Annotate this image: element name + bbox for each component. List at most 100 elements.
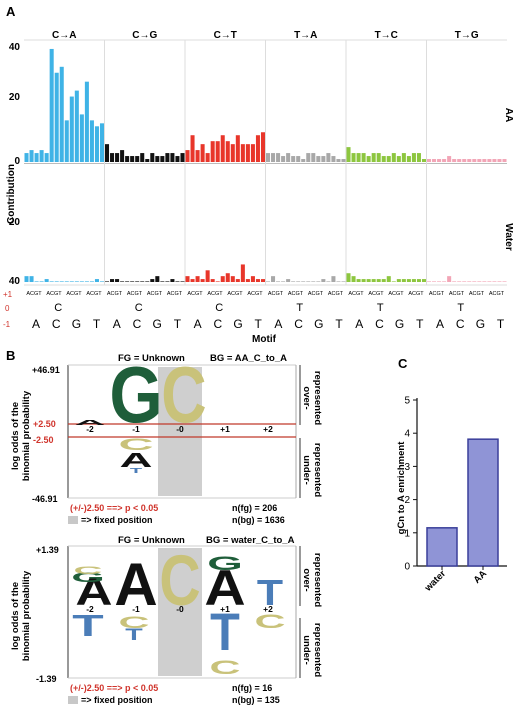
bar-water xyxy=(215,281,220,282)
flank-base-label: G xyxy=(233,317,242,331)
enrichment-bar-chart: gCn to A enrichment 0 1 2 3 4 5 water AA xyxy=(396,396,507,594)
base-tick-label: ACGT xyxy=(147,291,163,297)
bar-aa xyxy=(99,123,104,162)
mutation-type-label: T→C xyxy=(375,30,398,41)
bar-aa xyxy=(44,153,49,162)
bar-aa xyxy=(165,153,170,162)
ytick-bottom-20: 20 xyxy=(9,217,21,228)
bar-aa xyxy=(467,159,472,162)
bar-water xyxy=(497,281,502,282)
bar-water xyxy=(115,279,120,282)
bar-water xyxy=(170,279,175,282)
base-tick-label: ACGT xyxy=(187,291,203,297)
flank-base-label: G xyxy=(476,317,485,331)
base-tick-label: ACGT xyxy=(449,291,465,297)
ymax-bottom: +1.39 xyxy=(36,545,59,555)
y-tick-label: 2 xyxy=(404,495,410,506)
bar-water xyxy=(195,276,200,282)
y-tick-label: 4 xyxy=(404,429,410,440)
base-tick-label: ACGT xyxy=(408,291,424,297)
bar-aa xyxy=(432,159,437,162)
bar-water xyxy=(472,281,477,282)
bar-aa xyxy=(487,159,492,162)
fg-label-bottom: FG = Unknown xyxy=(118,535,185,546)
bar-aa xyxy=(170,153,175,162)
bar-aa xyxy=(105,144,110,162)
fixed-label-bottom: => fixed position xyxy=(81,695,153,705)
bar-aa xyxy=(94,126,99,162)
base-tick-label: ACGT xyxy=(368,291,384,297)
bar-water xyxy=(180,281,185,282)
bar-aa xyxy=(442,159,447,162)
bar-aa xyxy=(215,141,220,162)
flank-base-label: T xyxy=(335,317,343,331)
bar-aa xyxy=(396,156,401,162)
bar-water xyxy=(220,276,225,282)
flank-base-label: C xyxy=(213,317,222,331)
position-label: +2 xyxy=(263,604,273,614)
ytick-top-20: 20 xyxy=(9,92,21,103)
thr-pos-top: +2.50 xyxy=(33,419,56,429)
bar-aa xyxy=(427,159,432,162)
bar-water xyxy=(225,273,230,282)
panel-a-ylabel: Contribution xyxy=(6,164,17,224)
bar-water xyxy=(105,281,110,282)
fixed-position-swatch-bottom xyxy=(68,696,78,704)
bar-aa xyxy=(326,153,331,162)
bar-aa xyxy=(286,153,291,162)
bar-water xyxy=(84,281,89,282)
bar-aa xyxy=(84,81,89,162)
bar-aa xyxy=(381,156,386,162)
bar-water xyxy=(291,281,296,282)
bar-aa xyxy=(467,438,499,567)
panel-label-a: A xyxy=(6,4,16,19)
bar-aa xyxy=(39,150,44,162)
bar-aa xyxy=(452,159,457,162)
position-label: -1 xyxy=(132,424,140,434)
flank-base-label: A xyxy=(274,317,282,331)
ylabel-line1-top: log odds of the xyxy=(10,402,21,470)
fixed-position-band xyxy=(158,367,202,496)
panel-label-b: B xyxy=(6,348,15,363)
bar-aa xyxy=(140,153,145,162)
ymax-top: +46.91 xyxy=(32,365,60,375)
bar-water xyxy=(411,279,416,282)
bar-water xyxy=(44,279,49,282)
bar-water xyxy=(276,281,281,282)
under-represented-label: under- xyxy=(301,635,312,665)
bar-water xyxy=(296,281,301,282)
bar-water xyxy=(457,281,462,282)
bar-water xyxy=(376,279,381,282)
logo-letter-A: A xyxy=(204,561,245,616)
bar-aa xyxy=(64,120,69,162)
bar-water xyxy=(59,281,64,282)
logo-letter-C: C xyxy=(118,435,153,454)
mutation-type-label: C→A xyxy=(52,30,76,41)
bar-water xyxy=(130,281,135,282)
pvalue-top: (+/-)2.50 ==> p < 0.05 xyxy=(70,503,158,513)
fixed-position-swatch-top xyxy=(68,516,78,524)
position-label: -1 xyxy=(132,604,140,614)
ymin-top: -46.91 xyxy=(32,494,58,504)
over-represented-label-2: represented xyxy=(312,553,323,608)
bar-water xyxy=(49,281,54,282)
logo-letter-C: C xyxy=(119,613,150,631)
flank-base-label: A xyxy=(194,317,202,331)
base-tick-label: ACGT xyxy=(46,291,62,297)
bar-aa xyxy=(401,153,406,162)
panel-c-ylabel: gCn to A enrichment xyxy=(396,441,407,535)
base-tick-label: ACGT xyxy=(86,291,102,297)
bar-aa xyxy=(240,144,245,162)
bar-water xyxy=(366,279,371,282)
logo-letter-A: A xyxy=(119,448,152,471)
bar-water xyxy=(316,281,321,282)
bar-water xyxy=(482,281,487,282)
mutation-type-label: T→A xyxy=(294,30,317,41)
ymin-bottom: -1.39 xyxy=(36,674,57,684)
bar-water xyxy=(421,279,426,282)
bar-water xyxy=(321,279,326,282)
bar-water xyxy=(286,279,291,282)
nfg-bottom: n(fg) = 16 xyxy=(232,683,272,693)
bar-water xyxy=(74,281,79,282)
over-represented-label: over- xyxy=(301,568,312,591)
